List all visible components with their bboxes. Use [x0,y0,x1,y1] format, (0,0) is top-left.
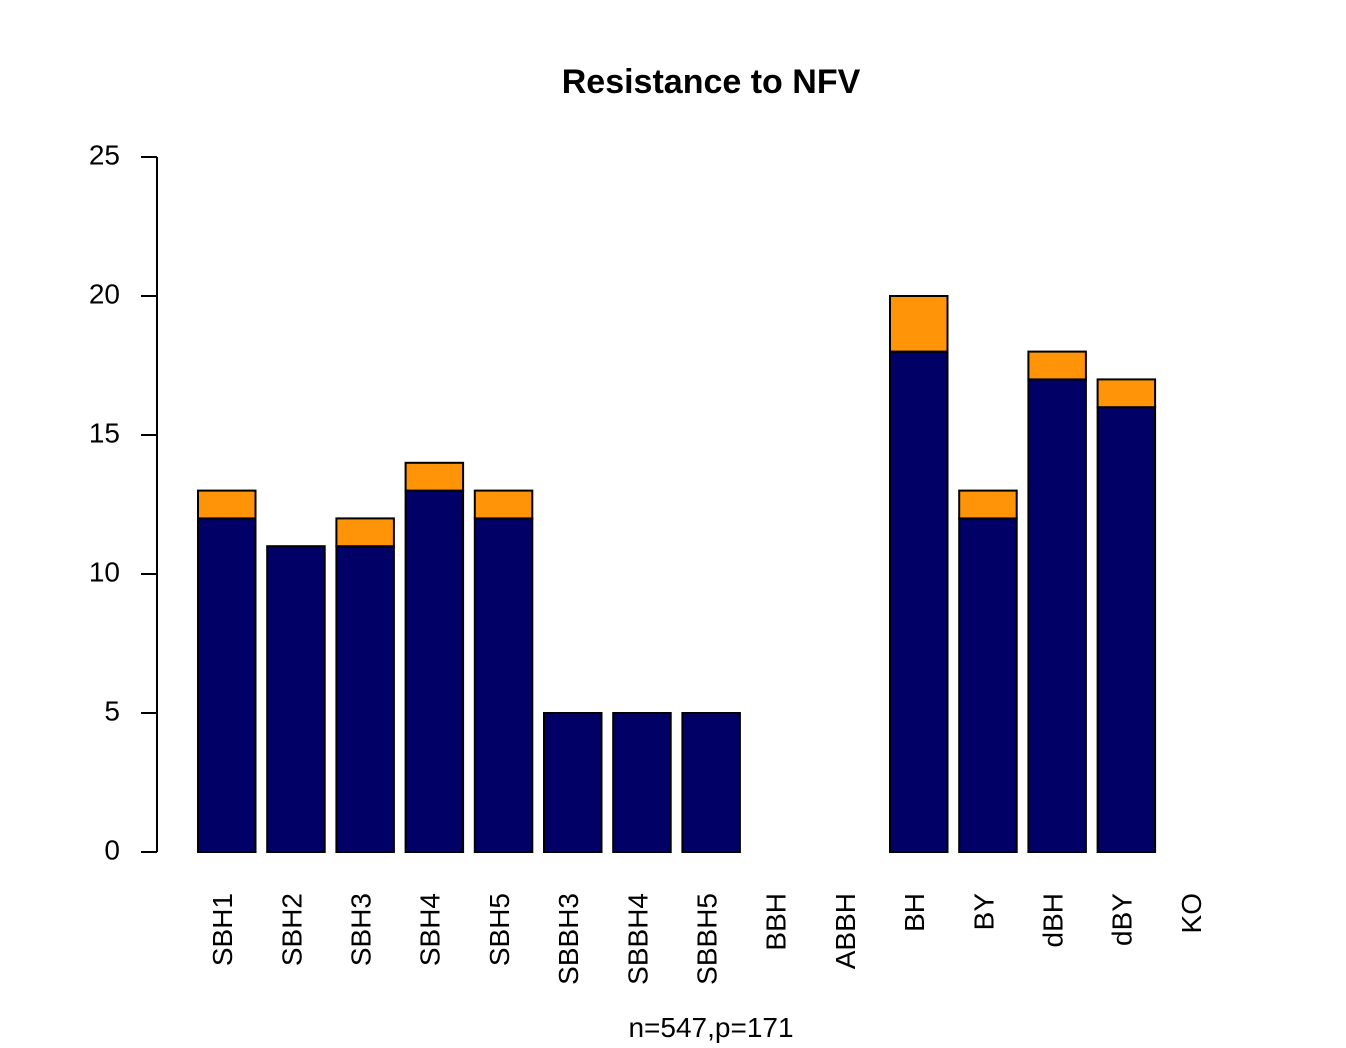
bar-SBBH3-base [543,712,603,853]
bar-BY-additional [958,489,1018,520]
x-tick-label: dBH [1038,893,1069,947]
y-tick-label: 15 [89,417,120,448]
y-tick-label: 0 [104,834,120,865]
bar-dBY-base [1096,406,1157,853]
y-axis: 0 5 10 15 20 25 [89,139,158,865]
x-tick-label: SBH1 [207,893,238,966]
bar-dBH-additional [1027,350,1087,381]
x-tick-label: SBBH3 [553,893,584,985]
bar-SBH1-additional [197,489,257,520]
x-tick-label: BY [968,893,999,931]
bar-BY-base [958,517,1018,854]
bar-SBBH5-base [681,712,741,853]
bar-SBBH4-base [612,712,672,853]
bar-BH-additional [889,295,949,353]
y-tick-label: 20 [89,278,120,309]
bar-SBH1-base [197,517,257,854]
x-tick-label: SBBH4 [622,893,653,985]
bar-SBH4-additional [404,461,465,492]
bar-SBH4-base [404,489,465,853]
bar-dBY-additional [1096,378,1157,409]
bar-BH-base [889,350,949,853]
bar-SBH3-base [335,545,395,853]
x-tick-label: dBY [1107,893,1138,946]
x-tick-label: SBH5 [484,893,515,966]
x-tick-label: SBH4 [415,893,446,966]
x-tick-label: ABBH [830,893,861,969]
x-tick-label: BH [899,893,930,932]
y-tick-label: 10 [89,556,120,587]
bar-SBH5-base [473,517,534,854]
bar-SBH5-additional [473,489,534,520]
x-tick-label: SBH3 [346,893,377,966]
y-tick-label: 25 [89,139,120,170]
bars [197,295,1157,854]
x-tick-label: KO [1176,893,1207,933]
x-axis: SBH1 SBH2 SBH3 SBH4 SBH5 SBBH3 SBBH4 SBBH5 BBH AB… [207,893,1207,985]
y-tick-label: 5 [104,695,120,726]
x-axis-label: n=547,p=171 [628,1012,793,1043]
bar-SBH2-base [266,545,326,853]
bar-dBH-base [1027,378,1087,853]
chart-title: Resistance to NFV [562,63,861,101]
bar-SBH3-additional [335,517,395,548]
x-tick-label: SBBH5 [692,893,723,985]
x-tick-label: BBH [761,893,792,951]
x-tick-label: SBH2 [276,893,307,966]
